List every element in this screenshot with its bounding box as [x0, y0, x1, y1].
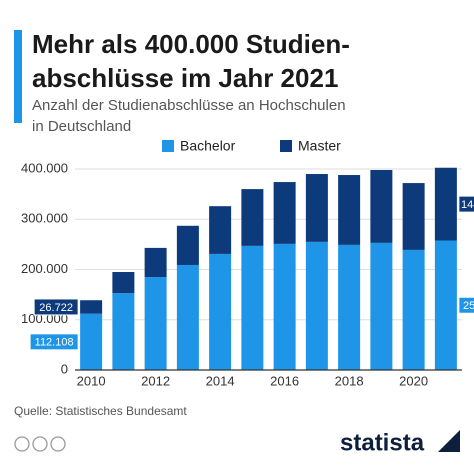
legend-label: Bachelor [180, 138, 236, 154]
value-label-box [33, 298, 79, 316]
bar [305, 241, 328, 370]
bar [370, 170, 393, 243]
bar [434, 240, 457, 370]
value-label: 112.108 [35, 337, 74, 349]
value-label: 26.722 [39, 302, 73, 314]
x-tick-label: 2018 [335, 373, 364, 388]
bar [176, 264, 199, 370]
bar [402, 183, 425, 250]
legend-swatch [162, 140, 174, 152]
bar [305, 174, 328, 242]
bar [434, 167, 457, 241]
legend-label: Master [298, 138, 341, 154]
logo-mark [438, 430, 460, 452]
legend-swatch [280, 140, 292, 152]
bar [241, 189, 264, 246]
accent-bar [14, 30, 22, 123]
bar [144, 247, 167, 278]
value-label: 257.716 [463, 300, 474, 312]
chart-subtitle: in Deutschland [32, 118, 131, 135]
source: Quelle: Statistisches Bundesamt [14, 404, 187, 418]
bar [176, 225, 199, 265]
value-label-box [458, 296, 474, 314]
y-tick-label: 200.000 [21, 261, 68, 276]
bar [241, 245, 264, 370]
bar [338, 175, 361, 245]
chart-subtitle: Anzahl der Studienabschlüsse an Hochschu… [32, 97, 346, 114]
bar [209, 206, 232, 254]
bar [209, 253, 232, 370]
chart-title: Mehr als 400.000 Studien- [32, 29, 350, 59]
value-label: 144.782 [461, 199, 474, 211]
bar [112, 272, 135, 294]
x-tick-label: 2016 [270, 373, 299, 388]
bar [402, 249, 425, 370]
y-tick-label: 0 [61, 361, 68, 376]
bar [273, 182, 296, 244]
bar [144, 277, 167, 370]
x-tick-label: 2010 [77, 373, 106, 388]
bar [112, 293, 135, 370]
x-tick-label: 2014 [206, 373, 235, 388]
logo: statista [340, 429, 425, 456]
bar [338, 244, 361, 370]
x-tick-label: 2020 [399, 373, 428, 388]
bar [80, 300, 103, 314]
chart-title: abschlüsse im Jahr 2021 [32, 63, 338, 93]
bar [273, 243, 296, 370]
x-tick-label: 2012 [141, 373, 170, 388]
y-tick-label: 300.000 [21, 211, 68, 226]
value-label-box [458, 195, 474, 213]
bar [370, 242, 393, 370]
bar [80, 313, 103, 370]
y-tick-label: 400.000 [21, 160, 68, 175]
license-icons [14, 436, 66, 452]
value-label-box [29, 333, 79, 351]
